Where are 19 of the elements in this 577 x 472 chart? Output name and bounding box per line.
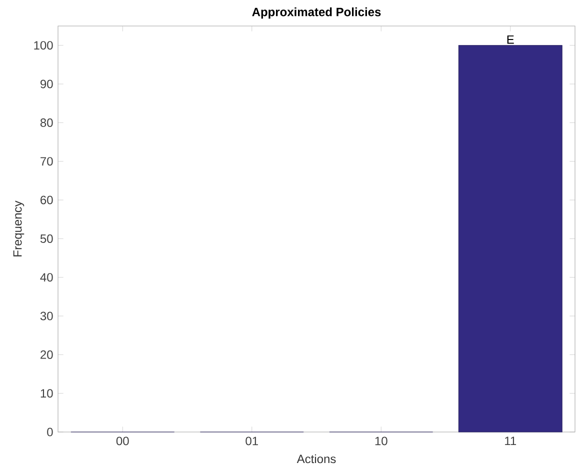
x-tick-label: 11	[505, 436, 516, 445]
y-tick-label: 10	[40, 389, 53, 398]
y-tick-label: 80	[40, 118, 53, 127]
x-tick-label: 00	[116, 436, 129, 446]
chart-title: Approximated Policies	[252, 7, 381, 19]
y-tick-label: 30	[40, 312, 53, 320]
annotation: E	[507, 35, 514, 44]
y-tick-label: 100	[34, 41, 53, 50]
y-tick-label: 40	[40, 273, 53, 282]
y-axis-title: Frequency	[13, 200, 24, 256]
y-tick-label: 0	[47, 428, 53, 436]
y-tick-label: 50	[40, 234, 53, 243]
y-tick-label: 70	[40, 157, 53, 166]
y-tick-label: 60	[40, 196, 53, 204]
x-tick-label: 10	[375, 436, 388, 446]
x-axis-title: Actions	[296, 454, 336, 464]
y-tick-label: 20	[40, 350, 53, 359]
y-tick-label: 90	[40, 80, 53, 88]
x-tick-label: 01	[246, 436, 258, 446]
